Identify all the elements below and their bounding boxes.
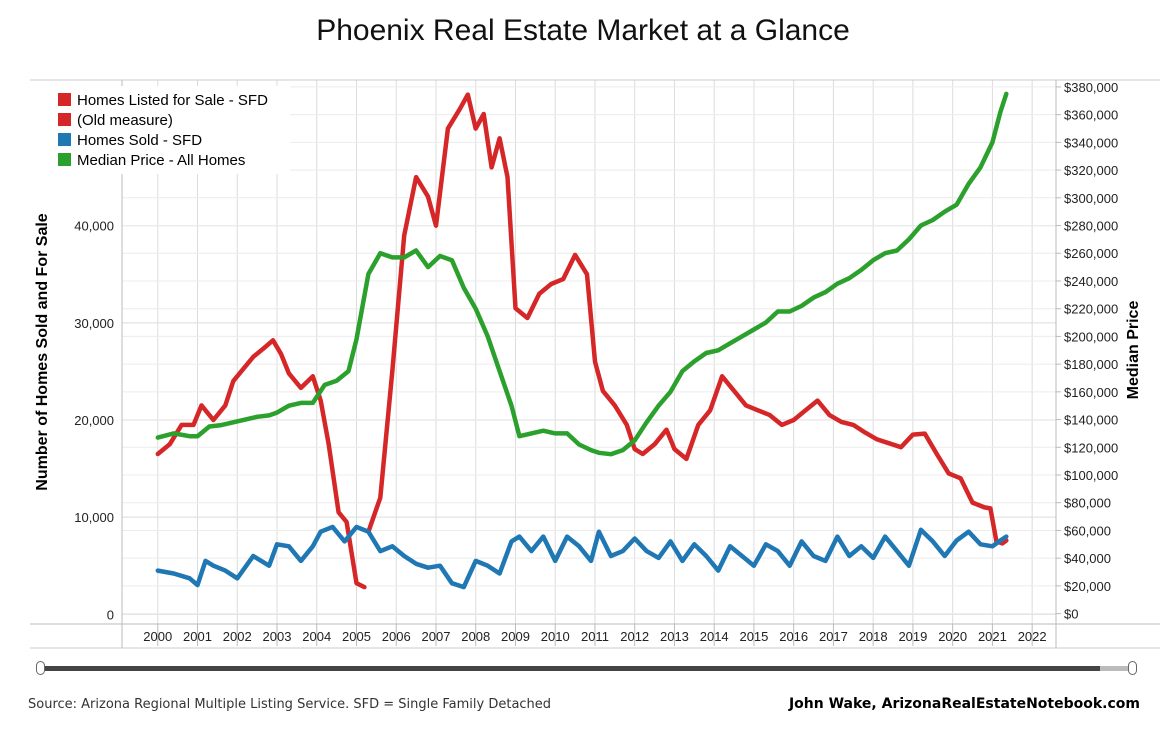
- y-right-tick-label: $220,000: [1064, 302, 1118, 317]
- date-range-slider-end-handle[interactable]: [1128, 661, 1137, 675]
- legend-entry-label: Median Price - All Homes: [77, 152, 245, 169]
- date-range-slider-start-handle[interactable]: [36, 661, 45, 675]
- x-tick-label: 2008: [461, 629, 490, 644]
- x-tick-label: 2019: [898, 629, 927, 644]
- chart-title: Phoenix Real Estate Market at a Glance: [316, 14, 850, 47]
- x-tick-label: 2007: [422, 629, 451, 644]
- series-line-median-price-all-homes: [155, 91, 1009, 457]
- x-tick-label: 2009: [501, 629, 530, 644]
- legend-entry-label: (Old measure): [77, 112, 173, 129]
- x-tick-label: 2001: [183, 629, 212, 644]
- y-right-tick-label: $300,000: [1064, 191, 1118, 206]
- x-tick-label: 2006: [382, 629, 411, 644]
- x-tick-label: 2003: [263, 629, 292, 644]
- y-right-tick-label: $340,000: [1064, 135, 1118, 150]
- y-right-tick-label: $40,000: [1064, 551, 1111, 566]
- x-tick-label: 2000: [143, 629, 172, 644]
- legend-swatch: [58, 113, 71, 126]
- x-tick-label: 2021: [978, 629, 1007, 644]
- legend-background: [50, 86, 290, 174]
- y-right-tick-label: $200,000: [1064, 329, 1118, 344]
- x-tick-label: 2010: [541, 629, 570, 644]
- y-right-tick-label: $280,000: [1064, 219, 1118, 234]
- date-range-slider-track[interactable]: [40, 666, 1132, 671]
- y-right-tick-label: $260,000: [1064, 246, 1118, 261]
- date-range-slider-unselected: [1100, 666, 1132, 671]
- x-tick-label: 2004: [302, 629, 331, 644]
- y-left-tick-label: 0: [107, 607, 114, 622]
- series-line-homes-sold-sfd: [155, 524, 1009, 590]
- author-credit: John Wake, ArizonaRealEstateNotebook.com: [788, 696, 1140, 712]
- legend-swatch: [58, 153, 71, 166]
- y-left-tick-label: 40,000: [74, 219, 114, 234]
- y-right-tick-label: $100,000: [1064, 468, 1118, 483]
- x-tick-label: 2020: [938, 629, 967, 644]
- y-right-tick-label: $380,000: [1064, 80, 1118, 95]
- x-tick-label: 2016: [779, 629, 808, 644]
- source-note: Source: Arizona Regional Multiple Listin…: [28, 697, 552, 712]
- x-tick-label: 2011: [581, 629, 609, 644]
- x-tick-label: 2022: [1018, 629, 1047, 644]
- y-right-tick-label: $360,000: [1064, 108, 1118, 123]
- y-right-tick-label: $120,000: [1064, 440, 1118, 455]
- y-left-axis-title: Number of Homes Sold and For Sale: [34, 213, 51, 490]
- x-tick-label: 2005: [342, 629, 371, 644]
- y-right-axis-title: Median Price: [1125, 301, 1142, 400]
- legend: Homes Listed for Sale - SFD (Old measure)…: [50, 86, 290, 174]
- legend-entry-label: Homes Listed for Sale - SFD: [77, 92, 268, 109]
- y-right-tick-label: $20,000: [1064, 579, 1111, 594]
- x-tick-label: 2013: [660, 629, 689, 644]
- x-tick-label: 2017: [819, 629, 848, 644]
- series-layer: [155, 91, 1009, 590]
- y-right-tick-label: $320,000: [1064, 163, 1118, 178]
- y-left-tick-label: 30,000: [74, 316, 114, 331]
- x-tick-label: 2018: [859, 629, 888, 644]
- x-tick-label: 2015: [739, 629, 768, 644]
- y-right-tick-label: $240,000: [1064, 274, 1118, 289]
- x-tick-label: 2014: [700, 629, 729, 644]
- axes-layer: 2000 2001 2002 2003 2004 2005 2006 2007 2008 2009…: [30, 79, 1160, 649]
- y-right-tick-label: $140,000: [1064, 413, 1118, 428]
- series-line-old-measure: [366, 92, 1009, 546]
- y-right-tick-label: $0: [1064, 607, 1078, 622]
- y-left-tick-label: 10,000: [74, 510, 114, 525]
- y-left-tick-label: 20,000: [74, 413, 114, 428]
- legend-swatch: [58, 133, 71, 146]
- legend-swatch: [58, 93, 71, 106]
- x-tick-label: 2012: [620, 629, 649, 644]
- y-right-tick-label: $160,000: [1064, 385, 1118, 400]
- x-tick-label: 2002: [223, 629, 252, 644]
- y-right-tick-label: $80,000: [1064, 496, 1111, 511]
- y-right-tick-label: $180,000: [1064, 357, 1118, 372]
- y-right-tick-label: $60,000: [1064, 523, 1111, 538]
- legend-entry-label: Homes Sold - SFD: [77, 132, 202, 149]
- series-line-homes-listed-for-sale-sfd: [155, 338, 367, 590]
